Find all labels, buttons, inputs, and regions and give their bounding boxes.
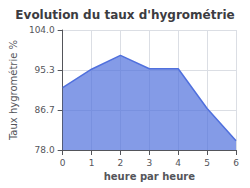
svg-text:86.7: 86.7 <box>35 105 55 115</box>
svg-text:1: 1 <box>89 158 95 168</box>
svg-text:95.3: 95.3 <box>35 65 55 75</box>
svg-text:104.0: 104.0 <box>29 25 55 35</box>
svg-text:6: 6 <box>233 158 239 168</box>
svg-text:heure par heure: heure par heure <box>104 171 195 182</box>
svg-text:Taux hygrométrie %: Taux hygrométrie % <box>8 40 19 141</box>
svg-text:Evolution du taux d'hygrométri: Evolution du taux d'hygrométrie <box>15 8 234 22</box>
svg-text:78.0: 78.0 <box>35 145 55 155</box>
svg-text:5: 5 <box>204 158 210 168</box>
svg-text:3: 3 <box>146 158 152 168</box>
svg-text:2: 2 <box>118 158 124 168</box>
svg-text:4: 4 <box>175 158 181 168</box>
svg-text:0: 0 <box>60 158 66 168</box>
